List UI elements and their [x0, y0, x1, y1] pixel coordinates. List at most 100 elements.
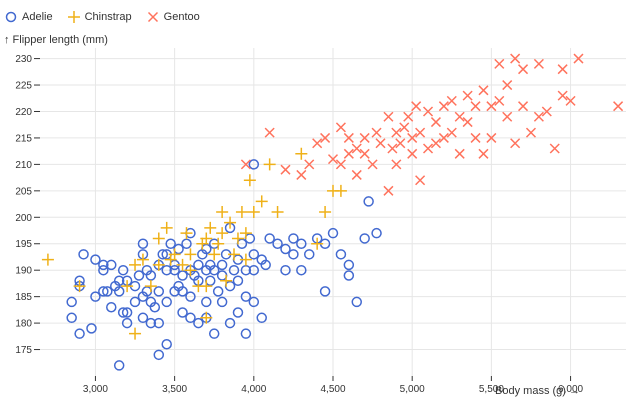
- data-point: [129, 296, 141, 308]
- data-point: [288, 233, 299, 244]
- data-point: [220, 274, 233, 287]
- data-point: [395, 138, 406, 149]
- data-point: [121, 317, 133, 329]
- cross-marker-icon: [146, 10, 160, 24]
- data-point: [383, 111, 394, 122]
- data-point: [169, 264, 180, 276]
- data-point: [383, 185, 394, 196]
- y-tick-label: 175: [15, 345, 32, 356]
- data-point: [343, 270, 355, 281]
- legend-item-adelie[interactable]: Adelie: [4, 10, 53, 24]
- data-point: [212, 237, 225, 250]
- data-point: [177, 307, 188, 318]
- data-point: [200, 311, 213, 324]
- y-axis-title: ↑ Flipper length (mm): [4, 34, 108, 46]
- data-point: [113, 360, 125, 371]
- data-point: [216, 227, 229, 240]
- data-point: [185, 291, 196, 302]
- data-point: [438, 101, 449, 112]
- data-point: [248, 159, 260, 170]
- legend-item-chinstrap[interactable]: Chinstrap: [67, 10, 132, 24]
- data-point: [541, 106, 552, 117]
- data-point: [137, 312, 149, 324]
- data-point: [232, 275, 244, 287]
- data-point: [327, 227, 339, 239]
- circle-marker-icon: [4, 10, 18, 24]
- series-adelie: [66, 159, 382, 371]
- data-point: [454, 148, 465, 159]
- data-point: [462, 117, 473, 128]
- data-point: [359, 132, 370, 143]
- data-point: [129, 258, 142, 271]
- data-point: [113, 275, 125, 287]
- data-point: [510, 138, 521, 149]
- data-point: [177, 270, 188, 281]
- data-point: [359, 233, 370, 244]
- data-point: [247, 206, 260, 218]
- data-point: [518, 64, 529, 75]
- data-point: [478, 148, 489, 159]
- data-point: [157, 249, 168, 260]
- data-point: [446, 127, 457, 138]
- data-point: [446, 95, 457, 106]
- data-point: [86, 323, 97, 334]
- data-point: [98, 286, 109, 297]
- data-point: [244, 233, 256, 244]
- data-point: [240, 159, 251, 170]
- data-point: [343, 132, 354, 143]
- legend-label-chinstrap: Chinstrap: [84, 11, 132, 23]
- data-point: [351, 296, 363, 308]
- series-gentoo: [240, 53, 624, 196]
- data-point: [168, 248, 181, 261]
- data-point: [193, 259, 204, 271]
- data-point: [161, 264, 172, 276]
- data-point: [180, 227, 193, 240]
- data-point: [462, 90, 473, 101]
- data-point: [102, 286, 113, 297]
- y-tick-label: 180: [15, 319, 32, 330]
- data-point: [288, 249, 299, 260]
- data-point: [454, 111, 465, 122]
- x-tick-label: 4,500: [320, 384, 345, 395]
- data-point: [359, 148, 370, 159]
- data-point: [557, 90, 568, 101]
- data-point: [66, 312, 77, 324]
- data-point: [415, 175, 426, 186]
- data-point: [255, 195, 268, 208]
- data-point: [391, 127, 402, 138]
- data-point: [78, 249, 89, 260]
- data-point: [430, 138, 441, 149]
- data-point: [248, 296, 260, 308]
- data-point: [399, 122, 410, 133]
- data-point: [117, 264, 129, 276]
- data-point: [319, 286, 331, 297]
- y-tick-label: 225: [15, 81, 32, 92]
- data-point: [239, 227, 252, 240]
- data-point: [280, 264, 291, 276]
- legend-label-adelie: Adelie: [22, 11, 53, 23]
- data-point: [478, 85, 489, 96]
- y-tick-label: 195: [15, 239, 32, 250]
- series-chinstrap: [41, 147, 347, 340]
- data-point: [41, 253, 54, 266]
- data-point: [224, 317, 236, 329]
- data-point: [343, 259, 355, 271]
- data-point: [129, 327, 142, 340]
- data-point: [228, 264, 240, 276]
- data-point: [137, 238, 149, 249]
- legend-label-gentoo: Gentoo: [163, 11, 200, 23]
- data-point: [248, 249, 260, 260]
- data-point: [90, 291, 101, 302]
- y-tick-label: 200: [15, 213, 32, 224]
- y-tick-label: 215: [15, 133, 32, 144]
- data-point: [470, 101, 481, 112]
- data-point: [422, 143, 434, 154]
- data-point: [145, 270, 157, 281]
- data-point: [280, 243, 291, 255]
- legend-item-gentoo[interactable]: Gentoo: [146, 10, 200, 24]
- data-point: [106, 301, 117, 313]
- x-tick-label: 5,000: [400, 384, 425, 395]
- data-point: [240, 264, 252, 276]
- data-point: [264, 127, 275, 138]
- data-point: [161, 339, 172, 350]
